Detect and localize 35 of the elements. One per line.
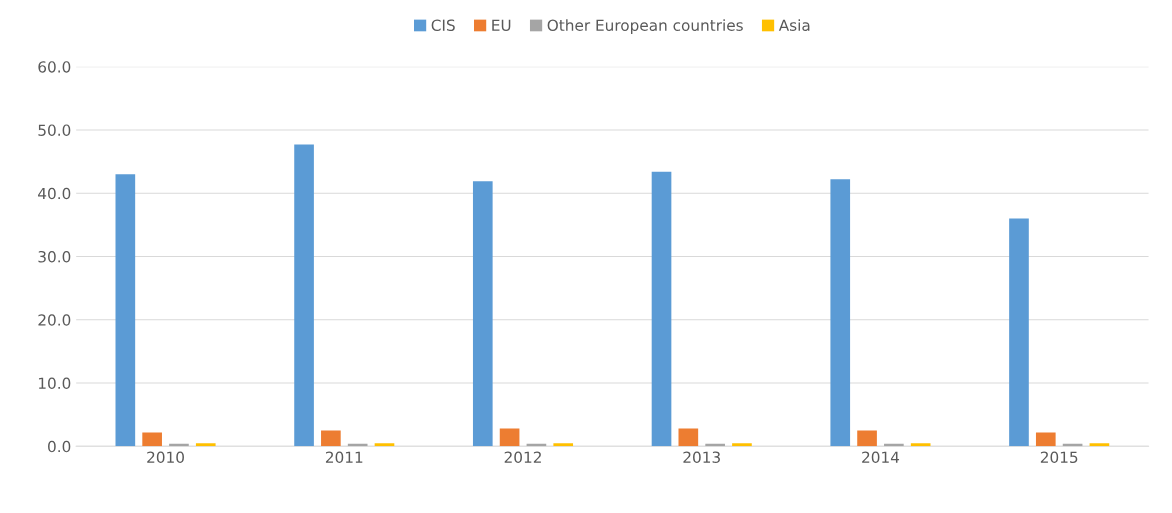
legend-label: CIS (431, 19, 455, 31)
legend-label: Other European countries (547, 19, 743, 34)
y-tick-label: 20.0 (38, 314, 71, 326)
bar (472, 181, 493, 447)
x-tick-label: 2013 (683, 451, 720, 463)
y-tick-label: 30.0 (38, 250, 71, 263)
bar (142, 432, 162, 447)
x-tick-label: 2012 (504, 451, 541, 463)
y-tick-label: 0.0 (48, 440, 71, 453)
bar (830, 179, 851, 447)
bar (374, 443, 395, 447)
x-tick-label: 2015 (1040, 451, 1078, 463)
y-tick-label: 10.0 (38, 377, 71, 390)
x-tick-label: 2014 (862, 451, 900, 463)
bar (857, 430, 877, 447)
x-tick-label: 2011 (325, 451, 363, 463)
bar (195, 443, 216, 447)
y-tick-label: 60.0 (38, 61, 71, 73)
bar (910, 443, 931, 447)
legend-label: Asia (778, 19, 810, 31)
bar (678, 428, 699, 447)
bar (1009, 218, 1029, 447)
bar (321, 430, 341, 447)
x-tick-label: 2010 (147, 451, 184, 463)
bar (1035, 432, 1056, 447)
bar (732, 443, 752, 447)
bar (553, 443, 574, 447)
y-tick-label: 50.0 (38, 124, 71, 136)
bar (115, 174, 136, 447)
y-tick-label: 40.0 (38, 187, 71, 200)
bar (1089, 443, 1110, 447)
bar (651, 171, 672, 447)
bar (294, 144, 314, 447)
legend-label: EU (492, 19, 511, 31)
bar (499, 428, 520, 447)
